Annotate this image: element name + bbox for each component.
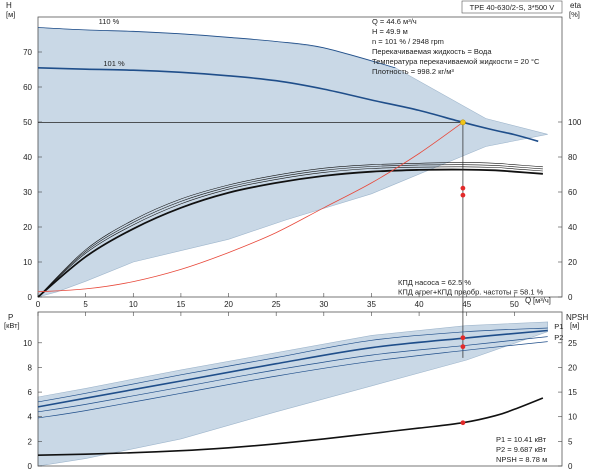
power-operating-band (37, 321, 548, 467)
power-y-tick-label: 4 (28, 413, 33, 422)
pump-model-title: TPE 40-630/2-S, 3*500 V (470, 3, 555, 12)
power-curve (37, 329, 548, 408)
speed-curve-label: 101 % (103, 59, 125, 68)
power-plot-frame (37, 311, 563, 467)
npsh-tick-label: 20 (568, 363, 577, 372)
head-axis-unit: [м] (6, 10, 15, 19)
duty-info-line: Перекачиваемая жидкость = Вода (372, 47, 492, 56)
y-tick-label: 10 (23, 258, 32, 267)
x-tick-label: 10 (129, 300, 138, 309)
system-curve (37, 121, 464, 293)
duty-info-line: Плотность = 998.2 кг/м³ (372, 67, 454, 76)
power-y-tick-label: 10 (23, 339, 32, 348)
efficiency-marker (460, 185, 466, 191)
y2-tick-label: 40 (568, 223, 577, 232)
efficiency-info-line: КПД агрег+КПД преобр. частоты = 58.1 % (398, 288, 544, 297)
npsh-tick-label: 10 (568, 413, 577, 422)
y-tick-label: 50 (23, 118, 32, 127)
duty-info-line: H = 49.9 м (372, 27, 408, 36)
y-tick-label: 20 (23, 223, 32, 232)
speed-curve-label: 110 % (99, 17, 120, 26)
y2-tick-label: 80 (568, 153, 577, 162)
power-y-tick-label: 6 (28, 388, 33, 397)
efficiency-curve (37, 164, 543, 298)
power-info-line: P1 = 10.41 кВт (496, 435, 547, 444)
x-tick-label: 35 (367, 300, 376, 309)
power-axis-label: P (8, 313, 13, 322)
power-marker (460, 335, 466, 341)
x-tick-label: 30 (319, 300, 328, 309)
power-series-label: P2 (554, 333, 563, 342)
x-tick-label: 5 (83, 300, 88, 309)
duty-info-line: Температура перекачиваемой жидкости = 20… (372, 57, 540, 66)
power-y-tick-label: 8 (28, 363, 33, 372)
npsh-marker (460, 420, 466, 426)
x-tick-label: 25 (272, 300, 281, 309)
efficiency-info-line: КПД насоса = 62.5 % (398, 278, 471, 287)
efficiency-curve (37, 166, 543, 298)
npsh-tick-label: 5 (568, 437, 573, 446)
npsh-tick-label: 25 (568, 339, 577, 348)
power-curve (37, 336, 548, 413)
npsh-curve (37, 397, 544, 456)
efficiency-marker (460, 192, 466, 198)
x-tick-label: 0 (36, 300, 41, 309)
duty-info-line: n = 101 % / 2948 rpm (372, 37, 444, 46)
duty-info-line: Q = 44.6 м³/ч (372, 17, 417, 26)
y2-tick-label: 20 (568, 258, 577, 267)
power-info-line: P2 = 9.687 кВт (496, 445, 547, 454)
head-operating-band (37, 27, 548, 298)
npsh-axis-unit: [м] (570, 321, 579, 330)
x-tick-label: 50 (510, 300, 519, 309)
power-y-tick-label: 2 (28, 437, 33, 446)
head-curve-main (37, 67, 539, 143)
power-marker (460, 344, 466, 350)
power-y-tick-label: 0 (28, 462, 33, 471)
head-curve-limit (37, 27, 396, 69)
y2-tick-label: 60 (568, 188, 577, 197)
duty-point-marker (460, 119, 466, 126)
power-curve (37, 341, 548, 419)
power-series-label: P1 (554, 322, 563, 331)
flow-axis-label: Q (525, 296, 531, 305)
y2-tick-label: 100 (568, 118, 582, 127)
efficiency-curve (37, 168, 543, 298)
x-tick-label: 40 (415, 300, 424, 309)
y-tick-label: 70 (23, 48, 32, 57)
power-axis-unit: [кВт] (4, 321, 20, 330)
x-tick-label: 45 (462, 300, 471, 309)
title-box (461, 0, 563, 14)
efficiency-curve (37, 162, 543, 298)
y-tick-label: 40 (23, 153, 32, 162)
flow-axis-unit: [м³/ч] (533, 296, 551, 305)
npsh-axis-label: NPSH (566, 313, 588, 322)
npsh-tick-label: 15 (568, 388, 577, 397)
y-tick-label: 60 (23, 83, 32, 92)
npsh-tick-label: 0 (568, 462, 573, 471)
y-tick-label: 30 (23, 188, 32, 197)
head-axis-label: H (6, 1, 12, 10)
power-info-line: NPSH = 8.78 м (496, 455, 547, 464)
eta-axis-label: eta (570, 1, 582, 10)
x-tick-label: 15 (176, 300, 185, 309)
y-tick-label: 0 (28, 293, 33, 302)
x-tick-label: 20 (224, 300, 233, 309)
eta-axis-unit: [%] (569, 10, 580, 19)
power-curve (37, 327, 548, 403)
y2-tick-label: 0 (568, 293, 573, 302)
